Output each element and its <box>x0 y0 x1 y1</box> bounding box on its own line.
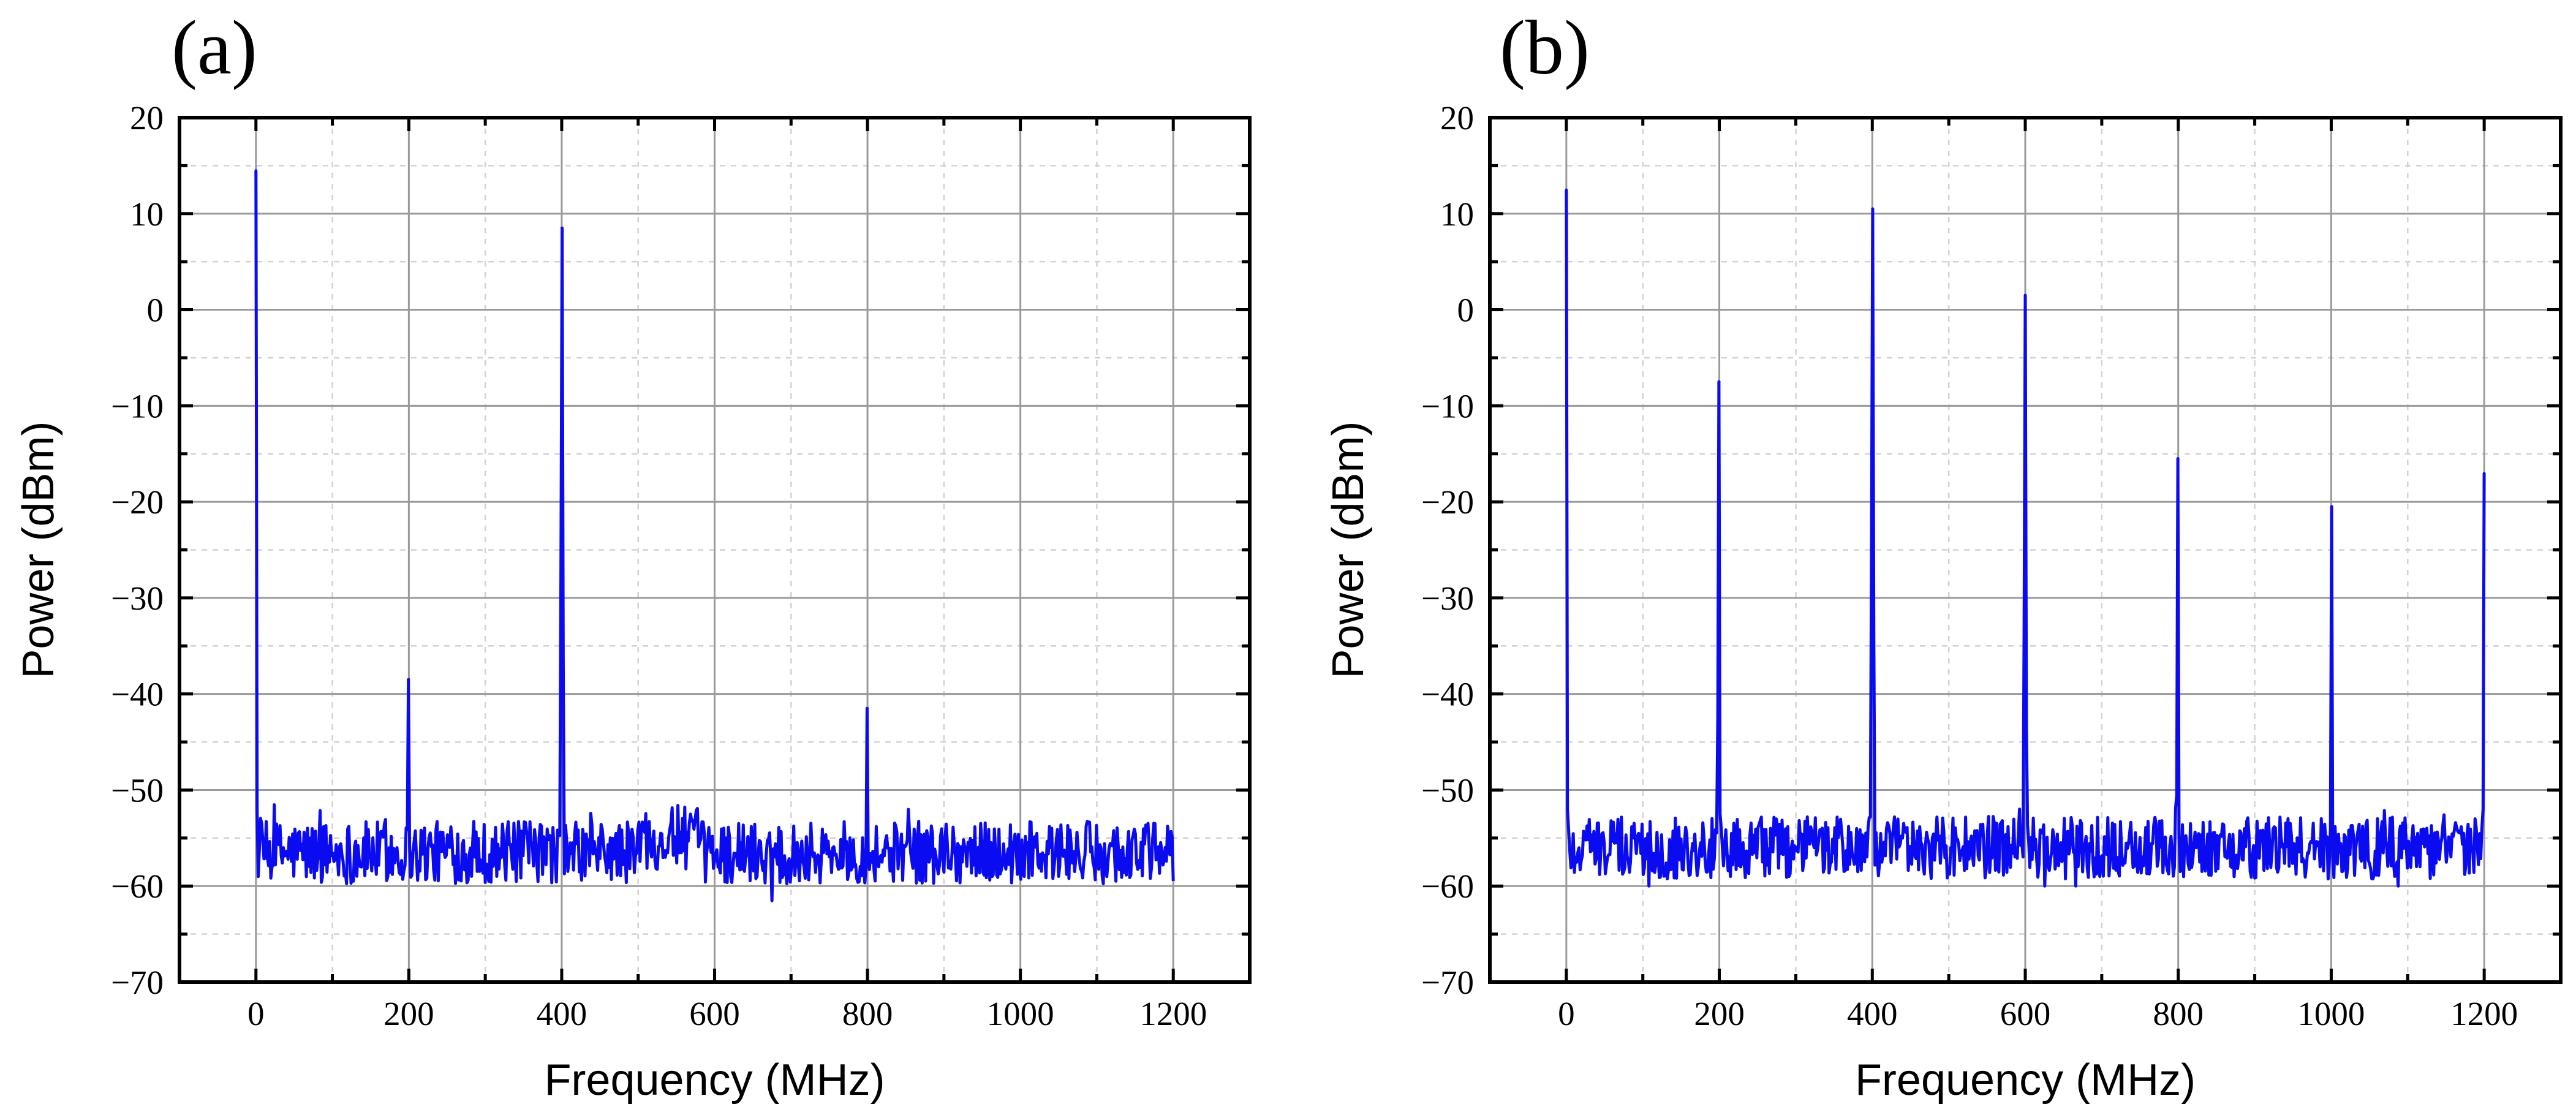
x-tick-label: 600 <box>2000 995 2051 1032</box>
x-tick-label: 800 <box>2153 995 2204 1032</box>
y-tick-label: 0 <box>1457 292 1475 329</box>
chart-panel-b: 0 200 400 600 800 1000 1200 20 10 0 −10 −20 −30 −40 −5… <box>1324 6 2563 1105</box>
panel-label: (b) <box>1500 6 1590 91</box>
x-tick-label: 800 <box>842 995 893 1032</box>
y-tick-label: 10 <box>130 195 164 233</box>
y-tick-label: −60 <box>111 868 164 905</box>
spectrum-peak-point <box>1871 207 1874 210</box>
x-axis-title: Frequency (MHz) <box>544 1056 885 1105</box>
y-tick-label: −70 <box>1421 964 1474 1001</box>
x-tick-label: 1000 <box>2297 995 2365 1032</box>
ticks <box>1488 116 2563 984</box>
y-tick-label: 20 <box>1440 99 1474 137</box>
x-tick-label: 400 <box>537 995 587 1032</box>
y-tick-label: −50 <box>1421 771 1474 809</box>
y-tick-label: −40 <box>1421 676 1474 713</box>
spectrum-peak-point <box>2330 505 2333 508</box>
spectrum-peak-point <box>2483 472 2486 475</box>
y-axis-title: Power (dBm) <box>1324 421 1373 678</box>
chart-panel-a: 0 200 400 600 800 1000 1200 20 10 0 −10 −20 −30 −40 −5… <box>14 6 1252 1105</box>
y-tick-label: −50 <box>111 771 164 809</box>
spectrum-peak-point <box>2024 294 2026 297</box>
spectrum-peak-point <box>1565 188 1568 191</box>
y-tick-label: −20 <box>1421 483 1474 521</box>
spectrum-peak-point <box>866 707 869 710</box>
y-tick-label: −10 <box>111 387 164 425</box>
spectrum-peak-point <box>560 227 563 230</box>
y-axis-title: Power (dBm) <box>14 421 63 678</box>
spectrum-peak-point <box>1718 380 1721 384</box>
y-tick-label: −10 <box>1421 387 1474 425</box>
x-tick-label: 1000 <box>987 995 1054 1032</box>
ticks <box>178 116 1252 984</box>
spectrum-peak-point <box>2177 457 2180 460</box>
x-tick-label: 0 <box>247 995 265 1032</box>
y-tick-label: 10 <box>1440 195 1474 233</box>
x-tick-label: 200 <box>383 995 434 1032</box>
spectrum-series-line <box>254 170 1175 902</box>
x-tick-label: 600 <box>689 995 740 1032</box>
y-tick-label: −70 <box>111 964 164 1001</box>
y-tick-label: 20 <box>130 99 164 137</box>
spectrum-peak-point <box>407 678 410 681</box>
y-tick-label: −30 <box>1421 580 1474 617</box>
y-tick-label: −40 <box>111 676 164 713</box>
x-tick-label: 1200 <box>2450 995 2518 1032</box>
y-tick-label: −30 <box>111 580 164 617</box>
y-tick-label: 0 <box>147 292 164 329</box>
spectrum-peak-point <box>254 169 257 172</box>
y-tick-label: −60 <box>1421 868 1474 905</box>
x-axis-title: Frequency (MHz) <box>1855 1056 2196 1105</box>
x-tick-label: 0 <box>1558 995 1575 1032</box>
x-tick-label: 400 <box>1847 995 1898 1032</box>
x-tick-label: 1200 <box>1139 995 1207 1032</box>
x-tick-label: 200 <box>1694 995 1745 1032</box>
panel-label: (a) <box>172 6 257 91</box>
y-tick-label: −20 <box>111 483 164 521</box>
